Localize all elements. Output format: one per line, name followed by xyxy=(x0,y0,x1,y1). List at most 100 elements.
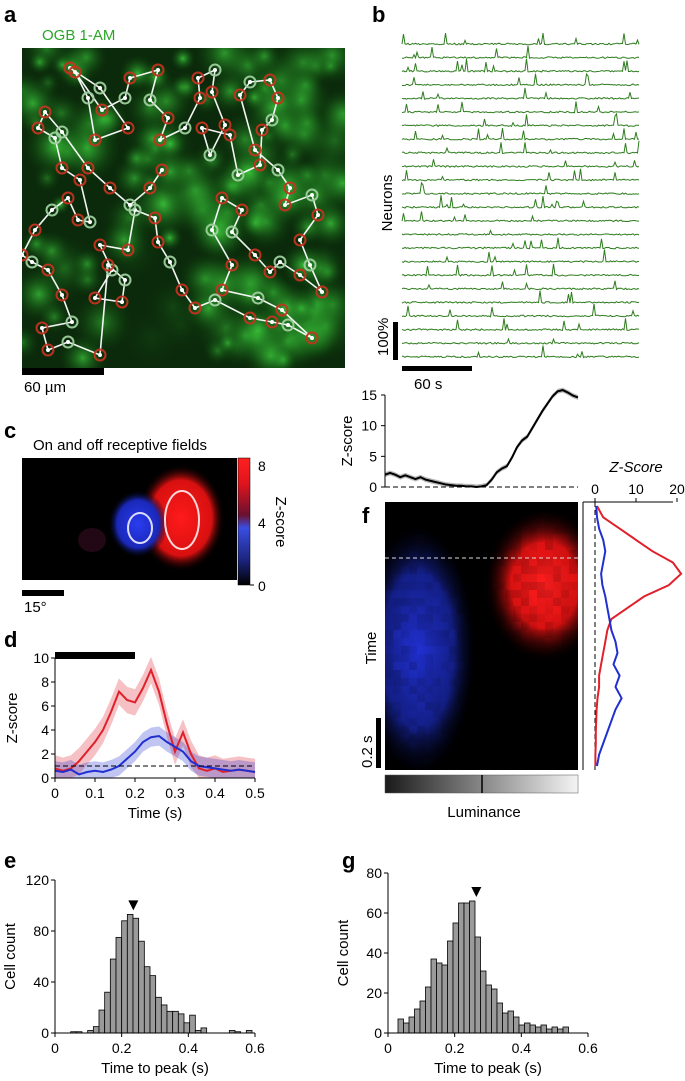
pixel xyxy=(417,550,425,558)
pixel xyxy=(569,646,577,654)
pixel xyxy=(561,742,569,750)
cell-marker xyxy=(303,258,317,272)
pixel xyxy=(465,678,473,686)
pixel xyxy=(545,654,553,662)
cell-center xyxy=(156,240,160,244)
cell-center xyxy=(278,260,282,264)
scan-path xyxy=(22,61,329,362)
pixel xyxy=(569,606,577,614)
cell-marker xyxy=(271,91,285,105)
histogram-bar xyxy=(98,1009,106,1034)
pixel xyxy=(465,518,473,526)
pixel xyxy=(465,670,473,678)
x-tick-label: 0 xyxy=(51,1040,59,1056)
histogram-bar xyxy=(551,1026,558,1034)
pixel xyxy=(489,670,497,678)
histogram-bar xyxy=(160,1004,168,1034)
pixel xyxy=(545,662,553,670)
pixel xyxy=(529,734,537,742)
pixel xyxy=(537,710,545,718)
cell-center xyxy=(276,96,280,100)
pixel xyxy=(489,726,497,734)
histogram-bar xyxy=(397,1018,404,1034)
cell-center xyxy=(180,288,184,292)
pixel xyxy=(489,590,497,598)
pixel xyxy=(577,598,578,606)
calcium-trace xyxy=(401,87,640,100)
pixel xyxy=(505,742,513,750)
pixel xyxy=(417,518,425,526)
pixel xyxy=(393,654,401,662)
pixel xyxy=(465,574,473,582)
pixel xyxy=(441,702,449,710)
pixel xyxy=(545,686,553,694)
pixel xyxy=(497,630,505,638)
pixel xyxy=(529,710,537,718)
cell-center xyxy=(86,166,90,170)
pixel xyxy=(521,750,529,758)
pixel xyxy=(505,534,513,542)
pixel xyxy=(449,646,457,654)
scalebar-a xyxy=(22,368,104,375)
pixel xyxy=(553,566,561,574)
histogram-bar xyxy=(92,1026,100,1034)
pixel xyxy=(465,614,473,622)
pixel xyxy=(425,750,433,758)
pixel xyxy=(473,526,481,534)
pixel xyxy=(465,534,473,542)
cell-marker xyxy=(188,301,202,315)
cell-marker xyxy=(275,303,289,317)
pixel xyxy=(457,502,465,510)
pixel xyxy=(529,758,537,766)
pixel xyxy=(457,702,465,710)
pixel xyxy=(457,542,465,550)
fluorescence-blob xyxy=(166,147,213,194)
histogram-bar xyxy=(115,936,123,1034)
pixel xyxy=(433,542,441,550)
pixel xyxy=(489,510,497,518)
x-tick-label: 0.1 xyxy=(85,785,105,801)
pixel xyxy=(529,606,537,614)
cell-marker xyxy=(73,173,87,187)
pixel xyxy=(545,742,553,750)
pixel xyxy=(577,558,578,566)
pixel xyxy=(457,718,465,726)
pixel xyxy=(561,686,569,694)
pixel xyxy=(441,582,449,590)
cell-marker xyxy=(88,133,102,147)
x-tick-label: 0.4 xyxy=(512,1040,532,1056)
pixel xyxy=(561,646,569,654)
pixel xyxy=(409,710,417,718)
pixel xyxy=(401,694,409,702)
pixel xyxy=(561,750,569,758)
pixel xyxy=(569,526,577,534)
pixel xyxy=(385,590,393,598)
pixel xyxy=(409,750,417,758)
histogram-bar xyxy=(546,1028,553,1034)
calcium-trace xyxy=(401,211,640,223)
histogram-bar xyxy=(540,1024,547,1034)
pixel xyxy=(497,638,505,646)
pixel xyxy=(481,710,489,718)
cell-marker xyxy=(81,91,95,105)
pixel xyxy=(441,534,449,542)
calcium-trace xyxy=(401,263,640,277)
cell-marker xyxy=(35,321,49,335)
histogram-bar xyxy=(507,1010,514,1034)
pixel xyxy=(545,574,553,582)
pixel xyxy=(505,702,513,710)
pixel xyxy=(449,582,457,590)
pixel xyxy=(385,686,393,694)
pixel xyxy=(393,646,401,654)
pixel xyxy=(457,694,465,702)
pixel xyxy=(449,574,457,582)
panel-g: g 0 20 40 60 80 0 0.2 0.4 0.6 Time to peak (s) Cel… xyxy=(335,848,598,1077)
pixel xyxy=(401,534,409,542)
pixel xyxy=(489,526,497,534)
pixel xyxy=(433,726,441,734)
y-axis-label: Cell count xyxy=(335,919,352,987)
pixel xyxy=(417,630,425,638)
pixel xyxy=(441,742,449,750)
pixel xyxy=(481,694,489,702)
pixel xyxy=(417,670,425,678)
